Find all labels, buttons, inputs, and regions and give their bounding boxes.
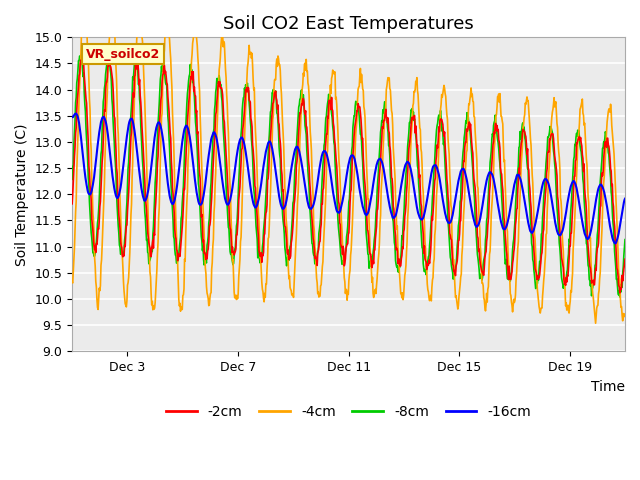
Y-axis label: Soil Temperature (C): Soil Temperature (C) bbox=[15, 123, 29, 265]
X-axis label: Time: Time bbox=[591, 380, 625, 394]
Legend: -2cm, -4cm, -8cm, -16cm: -2cm, -4cm, -8cm, -16cm bbox=[161, 399, 536, 424]
Title: Soil CO2 East Temperatures: Soil CO2 East Temperatures bbox=[223, 15, 474, 33]
Text: VR_soilco2: VR_soilco2 bbox=[86, 48, 160, 61]
